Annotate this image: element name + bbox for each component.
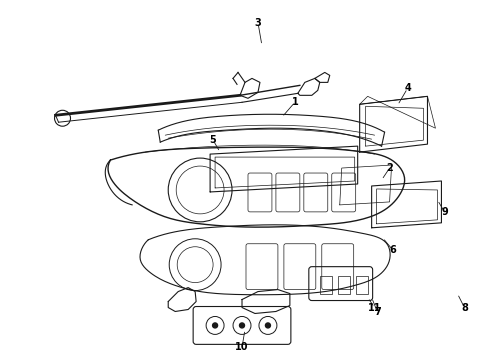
- Text: 9: 9: [441, 207, 448, 217]
- Circle shape: [240, 323, 245, 328]
- Bar: [338, 276, 350, 293]
- Text: 6: 6: [389, 245, 396, 255]
- Circle shape: [213, 323, 218, 328]
- Text: 10: 10: [235, 342, 249, 352]
- Bar: [320, 276, 332, 293]
- Text: 11: 11: [368, 302, 381, 312]
- Text: 1: 1: [292, 97, 298, 107]
- Circle shape: [266, 323, 270, 328]
- Bar: [356, 276, 368, 293]
- Text: 4: 4: [404, 84, 411, 93]
- Text: 2: 2: [386, 163, 393, 173]
- Text: 7: 7: [374, 307, 381, 318]
- Text: 3: 3: [255, 18, 261, 28]
- Text: 8: 8: [461, 302, 468, 312]
- Text: 5: 5: [210, 135, 217, 145]
